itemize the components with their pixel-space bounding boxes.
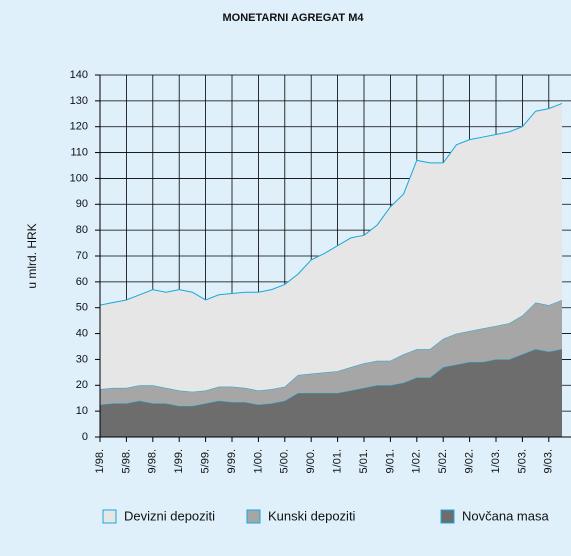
area [100, 103, 562, 392]
x-tick-label: 1/98. [94, 449, 106, 473]
y-tick-label: 130 [70, 95, 88, 107]
y-tick-label: 50 [76, 302, 88, 314]
x-tick-label: 9/99. [226, 449, 238, 473]
chart-title: MONETARNI AGREGAT M4 [223, 12, 365, 24]
y-tick-label: 10 [76, 405, 88, 417]
legend-label: Novčana masa [462, 508, 549, 523]
y-tick-label: 80 [76, 224, 88, 236]
legend-swatch [440, 509, 455, 524]
x-tick-label: 9/01. [384, 449, 396, 473]
x-tick-label: 9/02. [464, 449, 476, 473]
area-line [100, 102, 563, 306]
x-tick-label: 5/00. [279, 449, 291, 473]
x-tick-label: 5/01. [358, 449, 370, 473]
x-tick-label: 5/03. [516, 449, 528, 473]
x-tick-label: 5/98. [120, 449, 132, 473]
y-axis-label: u mlrd. HRK [25, 223, 39, 288]
y-tick-label: 60 [76, 276, 88, 288]
x-tick-label: 1/99. [173, 449, 185, 473]
legend-label: Devizni depoziti [124, 508, 215, 523]
x-tick-label: 9/00. [305, 449, 317, 473]
legend-swatch [246, 509, 261, 524]
x-tick-label: 9/03. [543, 449, 555, 473]
x-tick-label: 1/00. [252, 449, 264, 473]
y-tick-label: 30 [76, 353, 88, 365]
y-tick-label: 70 [76, 250, 88, 262]
y-tick-label: 0 [82, 431, 88, 443]
x-tick-label: 1/02. [411, 449, 423, 473]
plot-area [100, 102, 563, 437]
area [100, 299, 562, 406]
y-tick-label: 140 [70, 69, 88, 81]
x-tick-label: 1/03. [490, 449, 502, 473]
x-tick-label: 5/02. [437, 449, 449, 473]
legend-swatch [102, 509, 117, 524]
y-tick-label: 110 [70, 146, 88, 158]
y-tick-label: 120 [70, 121, 88, 133]
x-tick-label: 1/01. [332, 449, 344, 473]
y-tick-label: 20 [76, 379, 88, 391]
legend-label: Kunski depoziti [268, 508, 356, 523]
y-tick-label: 100 [70, 172, 88, 184]
y-tick-label: 40 [76, 327, 88, 339]
y-tick-label: 90 [76, 198, 88, 210]
x-tick-label: 9/98. [147, 449, 159, 473]
x-tick-label: 5/99. [200, 449, 212, 473]
